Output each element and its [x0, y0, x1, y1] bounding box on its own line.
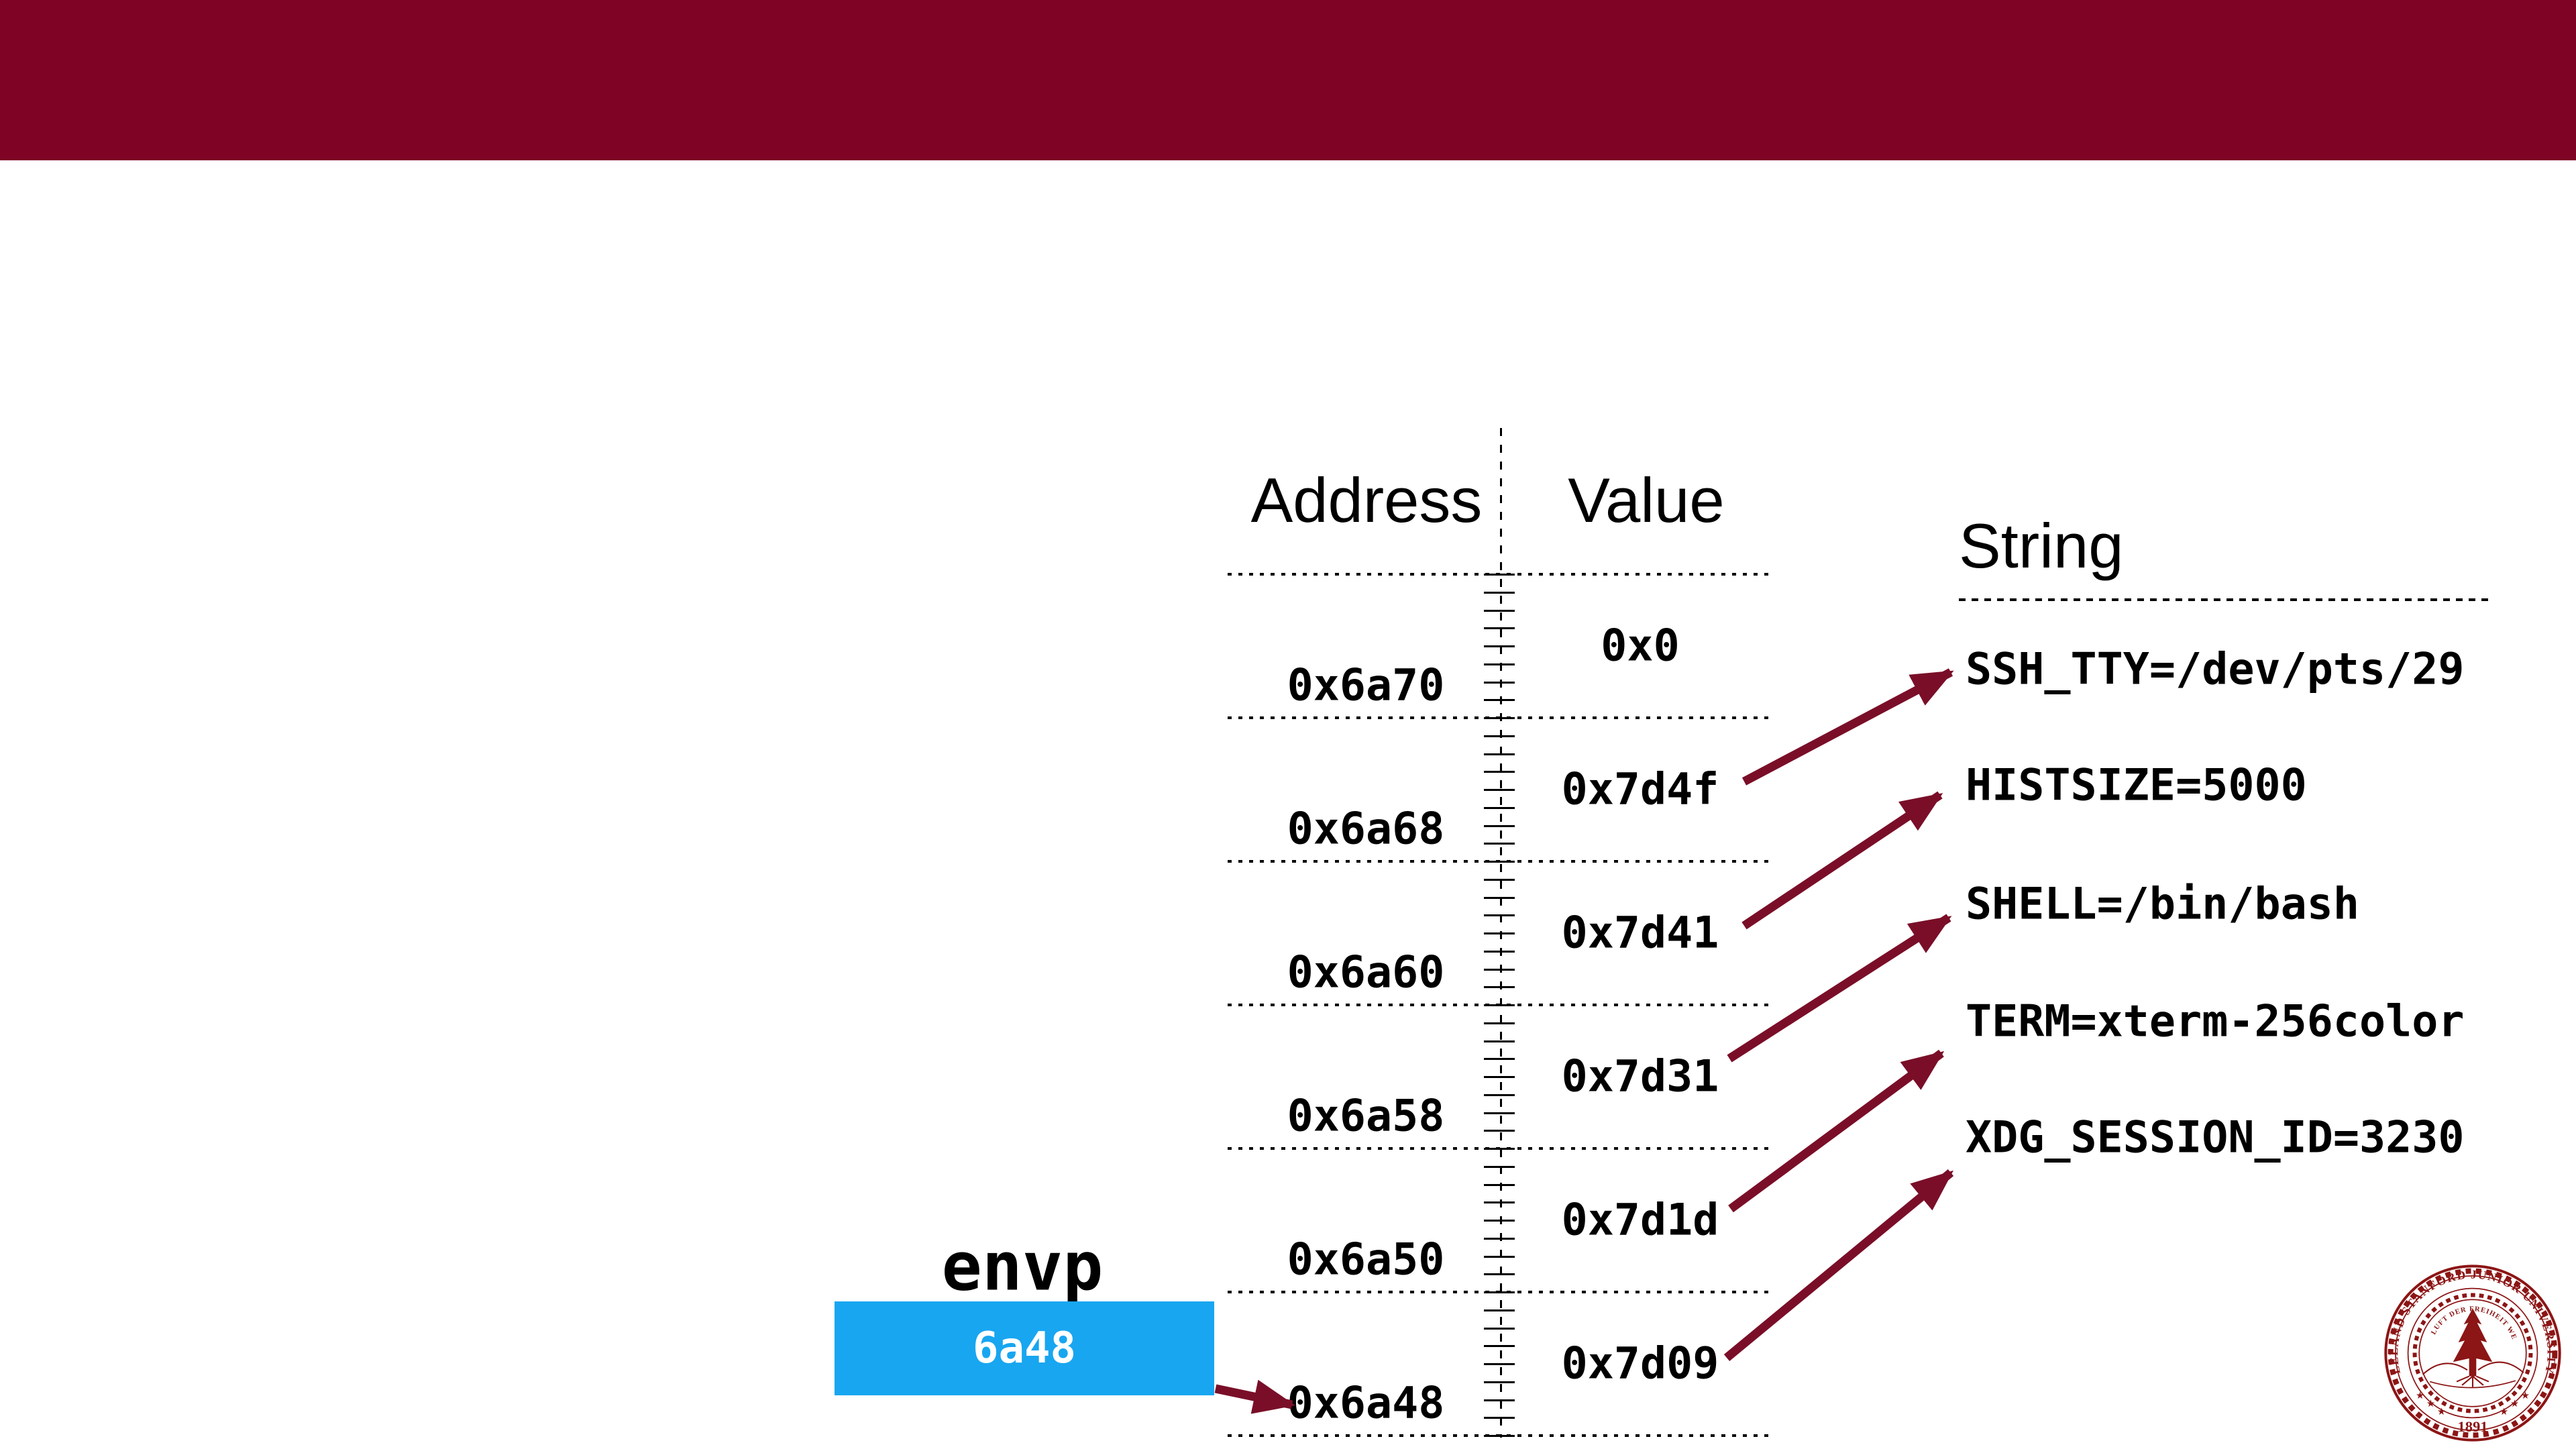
ruler-tick	[1484, 1058, 1515, 1060]
ruler-tick	[1484, 735, 1515, 737]
env-string: SHELL=/bin/bash	[1966, 879, 2359, 930]
ruler-tick	[1484, 986, 1515, 988]
seal-tree-roots	[2456, 1375, 2489, 1387]
env-string: TERM=xterm-256color	[1966, 996, 2465, 1047]
memory-address: 0x6a60	[1287, 947, 1445, 998]
ruler-tick	[1484, 969, 1515, 971]
ruler-tick	[1484, 1273, 1515, 1275]
row-divider	[1228, 716, 1775, 719]
row-divider	[1228, 1291, 1775, 1293]
pointer-arrow	[1741, 668, 1954, 786]
column-header-value: Value	[1568, 465, 1725, 535]
ruler-tick	[1484, 1399, 1515, 1401]
envp-pointer-box: 6a48	[835, 1301, 1214, 1395]
ruler-tick	[1484, 771, 1515, 773]
row-divider	[1228, 1434, 1775, 1437]
env-string: XDG_SESSION_ID=3230	[1966, 1112, 2465, 1163]
seal-outer-chain	[2387, 1268, 2558, 1438]
seal-ring	[2407, 1287, 2538, 1419]
row-divider	[1228, 1004, 1775, 1006]
ruler-tick	[1484, 789, 1515, 791]
ruler-tick	[1484, 1309, 1515, 1311]
pointer-arrow	[1727, 914, 1952, 1063]
ruler-tick	[1484, 1238, 1515, 1240]
svg-text:★: ★	[2426, 1398, 2435, 1409]
ruler-tick	[1484, 1328, 1515, 1330]
memory-address: 0x6a50	[1287, 1234, 1445, 1285]
env-string: SSH_TTY=/dev/pts/29	[1966, 644, 2465, 695]
stanford-seal: LELAND STANFORD JUNIOR UNIVERSITY DIE LU…	[2380, 1258, 2562, 1442]
ruler-tick	[1484, 1040, 1515, 1042]
memory-address: 0x6a48	[1287, 1378, 1445, 1429]
ruler-tick	[1484, 879, 1515, 881]
ruler-tick	[1484, 682, 1515, 684]
memory-value: 0x7d41	[1561, 908, 1719, 959]
ruler-tick	[1484, 1076, 1515, 1078]
ruler-tick	[1484, 1381, 1515, 1383]
pointer-arrow	[1728, 1049, 1945, 1213]
strings-underline	[1959, 598, 2492, 601]
ruler-tick	[1484, 843, 1515, 845]
row-divider	[1228, 1147, 1775, 1150]
ruler-tick	[1484, 663, 1515, 665]
ruler-tick	[1484, 1417, 1515, 1419]
ruler-tick	[1484, 1094, 1515, 1096]
memory-value: 0x7d31	[1561, 1051, 1719, 1102]
header-bar	[0, 0, 2576, 160]
seal-ground	[2429, 1380, 2516, 1389]
ruler-tick	[1484, 627, 1515, 629]
seal-inner-chain	[2412, 1293, 2533, 1413]
ruler-tick	[1484, 699, 1515, 701]
ruler-tick	[1484, 1201, 1515, 1203]
ruler-tick	[1484, 1363, 1515, 1365]
envp-pointer-value: 6a48	[972, 1324, 1077, 1373]
memory-value: 0x7d1d	[1561, 1195, 1719, 1246]
memory-value: 0x7d09	[1561, 1338, 1719, 1389]
env-string: HISTSIZE=5000	[1966, 760, 2307, 811]
svg-text:★: ★	[2500, 1406, 2508, 1417]
column-header-address: Address	[1250, 465, 1483, 535]
ruler-tick	[1484, 825, 1515, 827]
svg-text:★: ★	[2510, 1398, 2519, 1409]
ruler-tick	[1484, 914, 1515, 916]
memory-value: 0x7d4f	[1561, 764, 1719, 815]
ruler-tick	[1484, 1166, 1515, 1168]
ruler-tick	[1484, 1345, 1515, 1347]
seal-ring	[2418, 1299, 2527, 1407]
svg-text:★: ★	[2416, 1390, 2424, 1401]
memory-address: 0x6a70	[1287, 660, 1445, 711]
seal-stars: ★★★ ★★★	[2416, 1390, 2530, 1417]
memory-value: 0x0	[1601, 621, 1680, 672]
seal-hills	[2422, 1361, 2524, 1375]
ruler-tick	[1484, 1256, 1515, 1258]
memory-address: 0x6a58	[1287, 1091, 1445, 1142]
ruler-tick	[1484, 1184, 1515, 1186]
seal-year: 1891	[2457, 1418, 2487, 1435]
seal-tree	[2453, 1308, 2493, 1377]
ruler-tick	[1484, 932, 1515, 934]
ruler-tick	[1484, 1022, 1515, 1024]
ruler-tick	[1484, 897, 1515, 899]
stanford-seal-graphic: LELAND STANFORD JUNIOR UNIVERSITY DIE LU…	[2380, 1258, 2561, 1442]
ruler-tick	[1484, 753, 1515, 755]
pointer-arrow	[1723, 1169, 1954, 1362]
row-divider	[1228, 573, 1775, 576]
ruler-tick	[1484, 951, 1515, 953]
ruler-tick	[1484, 610, 1515, 612]
ruler-tick	[1484, 807, 1515, 809]
ruler-tick	[1484, 645, 1515, 647]
ruler-tick	[1484, 1220, 1515, 1222]
seal-ring	[2395, 1275, 2551, 1431]
strings-header: String	[1959, 511, 2124, 581]
envp-arrow	[1214, 1379, 1296, 1414]
svg-text:★: ★	[2437, 1406, 2446, 1417]
ruler-tick	[1484, 1112, 1515, 1114]
row-divider	[1228, 860, 1775, 863]
memory-address: 0x6a68	[1287, 804, 1445, 855]
ruler-tick	[1484, 1130, 1515, 1132]
envp-label: envp	[941, 1227, 1104, 1306]
ruler-tick	[1484, 592, 1515, 594]
svg-text:★: ★	[2521, 1390, 2530, 1401]
